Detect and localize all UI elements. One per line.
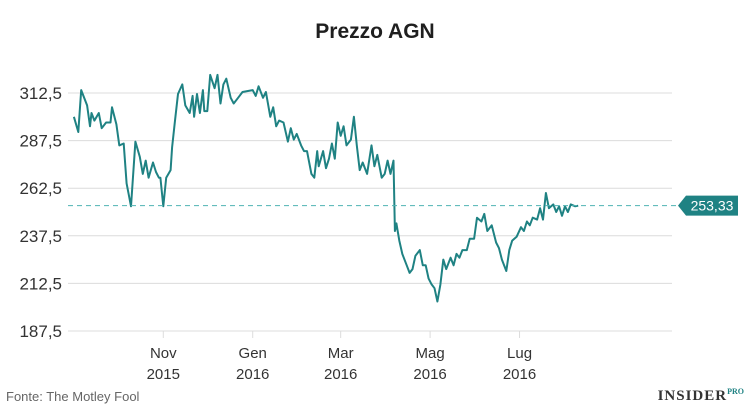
y-tick-label: 287,5 <box>19 132 62 151</box>
brand-name: INSIDER <box>657 388 728 404</box>
brand-logo: INSIDERPRO <box>658 387 744 405</box>
y-tick-label: 262,5 <box>19 179 62 198</box>
x-tick-label-year: 2016 <box>413 366 446 383</box>
y-tick-label: 237,5 <box>19 227 62 246</box>
x-tick-label-month: Nov <box>150 345 177 362</box>
value-callout-label: 253,33 <box>691 198 734 214</box>
chart-title: Prezzo AGN <box>315 20 435 43</box>
y-axis: 312,5 287,5 262,5 237,5 212,5 187,5 <box>19 84 62 341</box>
x-tick-label-year: 2016 <box>503 366 536 383</box>
reference-layer: 253,33 <box>68 195 738 216</box>
x-tick-label-month: Mar <box>328 345 354 362</box>
y-tick-label: 212,5 <box>19 274 62 293</box>
x-tick-label-year: 2016 <box>324 366 357 383</box>
x-tick-label-month: Lug <box>507 345 532 362</box>
x-tick-label-month: Gen <box>239 345 267 362</box>
brand-superscript: PRO <box>727 387 744 396</box>
source-note: Fonte: The Motley Fool <box>6 389 140 404</box>
x-axis: Nov 2015 Gen 2016 Mar 2016 Mag 2016 Lug 2016 <box>147 331 536 383</box>
value-callout-badge <box>678 195 738 216</box>
grid-layer <box>68 92 672 332</box>
x-tick-label-month: Mag <box>416 345 445 362</box>
series-layer <box>72 73 579 303</box>
y-tick-label: 312,5 <box>19 84 62 103</box>
x-tick-label-year: 2015 <box>147 366 180 383</box>
y-tick-label: 187,5 <box>19 322 62 341</box>
series-line <box>72 73 579 303</box>
x-tick-label-year: 2016 <box>236 366 269 383</box>
